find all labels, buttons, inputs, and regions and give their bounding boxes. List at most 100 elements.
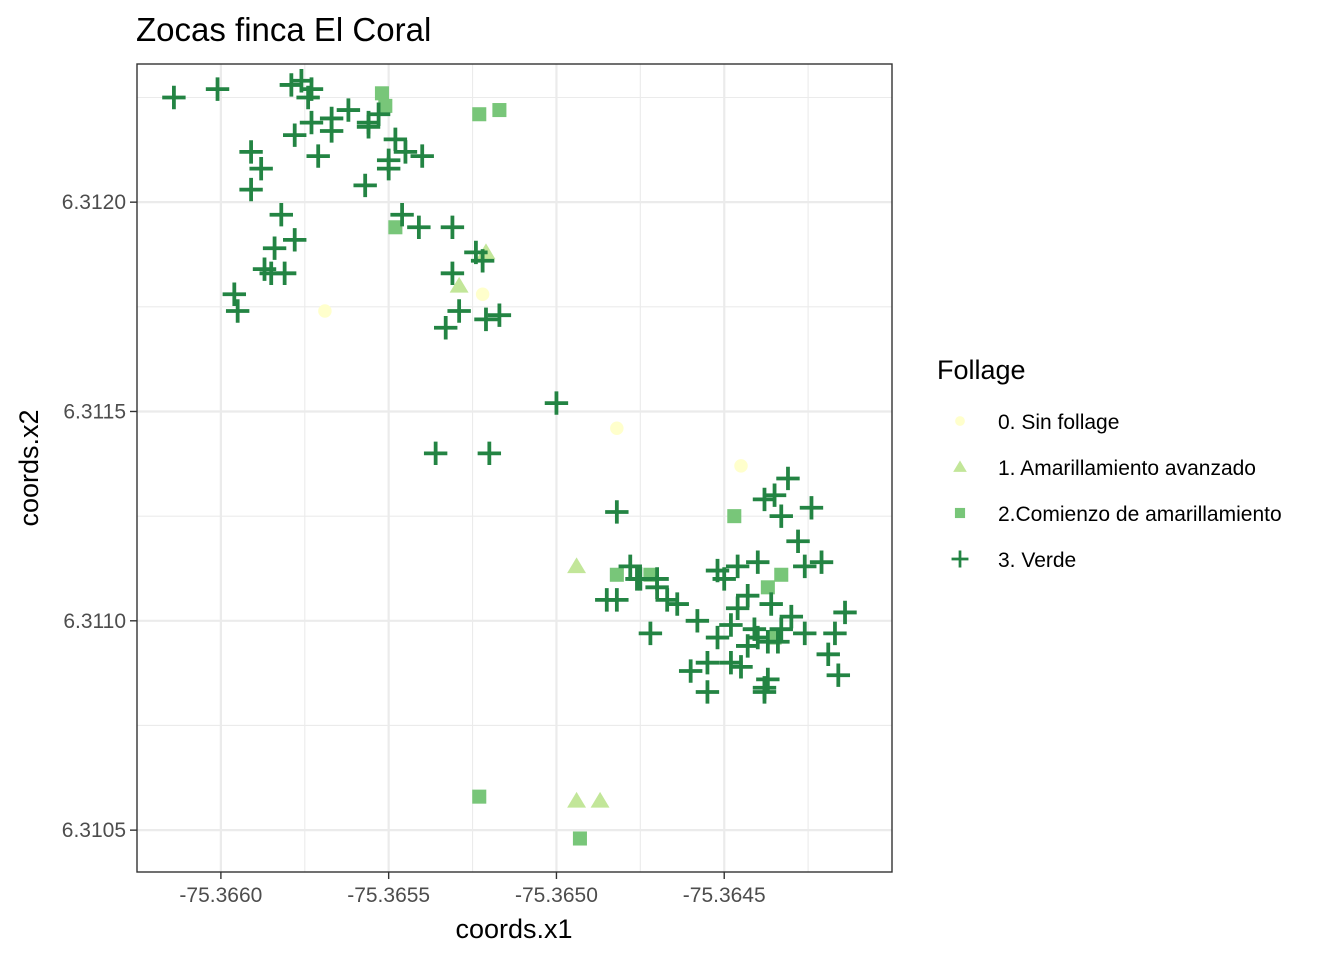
legend-label: 3. Verde [998, 549, 1076, 572]
data-point [799, 496, 824, 520]
data-point [475, 287, 490, 302]
data-point [567, 557, 587, 574]
data-point [769, 617, 793, 641]
data-point [809, 550, 834, 574]
data-point [762, 483, 787, 507]
data-point [769, 504, 793, 528]
data-point [678, 659, 703, 683]
data-point [374, 86, 389, 101]
data-point [222, 282, 247, 306]
data-point [378, 98, 393, 113]
data-point [736, 634, 760, 658]
data-point [759, 592, 783, 616]
data-point [449, 276, 469, 293]
data-point [434, 316, 458, 340]
data-point [423, 441, 448, 466]
data-point [440, 215, 465, 239]
panel-border [136, 63, 893, 873]
data-point [487, 303, 512, 327]
data-point [705, 625, 730, 650]
plot-panel [137, 64, 892, 872]
data-point [477, 441, 502, 466]
data-point [283, 228, 307, 252]
data-point [645, 575, 669, 600]
series-plus [162, 69, 857, 704]
data-point [719, 650, 743, 675]
x-axis-title: coords.x1 [455, 914, 572, 944]
x-axis: -75.3660 -75.3655 -75.3650 -75.3645 [179, 872, 766, 907]
data-point [336, 98, 361, 122]
data-point [665, 592, 689, 616]
y-tick-label: 6.3105 [62, 819, 126, 842]
x-tick-label: -75.3650 [515, 884, 598, 907]
data-point [269, 203, 293, 227]
legend-item: 1. Amarillamiento avanzado [953, 457, 1256, 480]
data-point [752, 676, 777, 700]
data-point [685, 609, 710, 633]
data-point [742, 617, 767, 641]
data-point [390, 203, 414, 227]
data-point [393, 140, 418, 164]
data-point [779, 604, 804, 629]
y-tick-label: 6.3115 [63, 400, 126, 423]
data-point [736, 583, 760, 608]
data-point [695, 650, 720, 675]
data-point [283, 123, 307, 147]
x-tick-label: -75.3645 [683, 884, 766, 907]
y-axis-title: coords.x2 [14, 409, 44, 526]
data-point [595, 588, 619, 612]
legend-key [951, 550, 969, 568]
data-point [605, 500, 629, 524]
data-point [366, 102, 391, 126]
data-point [383, 127, 408, 152]
data-point [725, 596, 750, 620]
data-point [793, 621, 817, 646]
data-point [760, 580, 775, 595]
data-point [474, 307, 498, 332]
data-point [786, 529, 810, 553]
data-point [318, 304, 332, 318]
data-point [833, 600, 857, 625]
data-point [447, 299, 471, 323]
y-axis: 6.3105 6.3110 6.3115 6.3120 [62, 191, 137, 842]
data-point [262, 236, 287, 260]
data-point [628, 567, 653, 591]
data-point [776, 466, 800, 491]
data-point [752, 487, 777, 512]
data-point [816, 642, 840, 666]
data-point [376, 156, 401, 181]
data-point [609, 567, 624, 582]
data-point [610, 421, 624, 435]
data-point [719, 613, 743, 637]
legend-key [955, 416, 965, 426]
data-points [162, 69, 857, 846]
chart-title: Zocas finca El Coral [136, 11, 431, 48]
data-point [239, 177, 263, 202]
data-point [239, 140, 263, 164]
legend-label: 0. Sin follage [998, 411, 1119, 434]
legend: Follage 0. Sin follage 1. Amarillamiento … [937, 355, 1282, 572]
data-point [766, 630, 790, 654]
data-point [407, 215, 431, 239]
data-point [705, 558, 730, 583]
data-point [306, 144, 330, 168]
grid-major [137, 64, 892, 872]
data-point [572, 831, 587, 846]
legend-key [953, 460, 967, 472]
x-tick-label: -75.3655 [347, 884, 430, 907]
data-point [638, 621, 663, 646]
legend-item: 2.Comienzo de amarillamiento [954, 503, 1282, 526]
legend-item: 3. Verde [951, 549, 1076, 572]
data-point [249, 156, 273, 181]
series-circle [318, 287, 748, 473]
series-square [374, 86, 789, 846]
data-point [472, 789, 487, 804]
data-point [162, 85, 186, 110]
y-tick-label: 6.3120 [62, 191, 126, 214]
data-point [725, 554, 750, 579]
grid-minor [137, 64, 892, 872]
legend-label: 1. Amarillamiento avanzado [998, 457, 1256, 480]
data-point [353, 173, 377, 198]
data-point [590, 791, 610, 808]
